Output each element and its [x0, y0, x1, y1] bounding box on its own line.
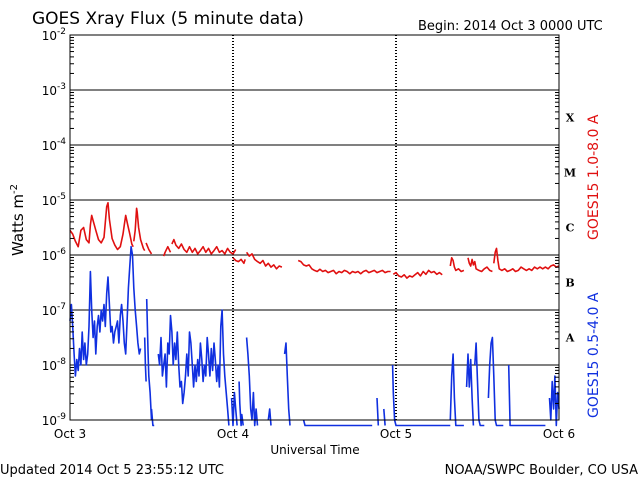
- series-line-segment: [467, 257, 493, 273]
- y-tick-base: 10: [42, 29, 57, 43]
- series-line-segment: [283, 342, 291, 426]
- begin-label: Begin: 2014 Oct 3 0000 UTC: [418, 19, 603, 34]
- chart-title: GOES Xray Flux (5 minute data): [32, 9, 304, 29]
- flare-class-c: C: [566, 222, 575, 235]
- series-line-segment: [145, 298, 153, 421]
- y-tick-label: 10-3: [42, 82, 66, 98]
- flare-class-b: B: [565, 277, 574, 290]
- series-line-segment: [487, 336, 504, 427]
- y-axis-label-main: Watts m: [9, 194, 27, 256]
- series-line-segment: [465, 353, 475, 426]
- x-tick-label: Oct 5: [380, 427, 412, 441]
- series-line-segment: [474, 342, 485, 427]
- y-axis-ticks: 10-210-310-410-510-610-710-810-9: [42, 27, 559, 428]
- flare-class-m: M: [564, 167, 576, 180]
- y-tick-exponent: -3: [57, 82, 66, 92]
- y-tick-exponent: -8: [57, 357, 66, 367]
- series-line-segment: [245, 337, 259, 427]
- series-line-segment: [171, 238, 237, 255]
- legend-long-wavelength: GOES15 1.0-8.0 A: [586, 114, 602, 240]
- series-line-segment: [245, 251, 283, 270]
- series-line-segment: [162, 245, 172, 257]
- y-tick-label: 10-2: [42, 27, 66, 43]
- flare-class-a: A: [565, 332, 575, 345]
- y-tick-label: 10-8: [42, 357, 67, 373]
- y-tick-base: 10: [42, 359, 57, 373]
- series-line-segment: [232, 257, 246, 265]
- x-tick-label: Oct 3: [54, 427, 86, 441]
- y-tick-label: 10-5: [42, 192, 66, 208]
- series-line-segment: [383, 408, 386, 426]
- flare-class-x: X: [566, 112, 575, 125]
- y-axis-label: Watts m-2: [9, 184, 27, 256]
- series-line-segment: [493, 247, 560, 273]
- y-tick-base: 10: [42, 84, 57, 98]
- legend-short-wavelength: GOES15 0.5-4.0 A: [586, 292, 602, 418]
- series-short-wavelength: [69, 245, 560, 427]
- y-tick-label: 10-6: [42, 247, 67, 263]
- y-axis-label-exponent: -2: [9, 184, 20, 194]
- series-line-segment: [267, 408, 272, 426]
- y-tick-exponent: -5: [57, 192, 66, 202]
- y-tick-exponent: -4: [57, 137, 66, 147]
- series-line-segment: [133, 207, 146, 252]
- series-line-segment: [150, 408, 155, 427]
- series-line-segment: [69, 202, 134, 251]
- y-tick-base: 10: [42, 194, 57, 208]
- vertical-gridlines: [232, 35, 397, 420]
- series-line-segment: [143, 337, 147, 382]
- x-axis-label: Universal Time: [270, 443, 359, 457]
- source-label: NOAA/SWPC Boulder, CO USA: [445, 463, 638, 478]
- y-tick-base: 10: [42, 304, 57, 318]
- series-line-segment: [230, 391, 238, 427]
- y-tick-label: 10-7: [42, 302, 66, 318]
- series-line-segment: [391, 364, 451, 427]
- y-tick-exponent: -7: [57, 302, 66, 312]
- series-line-segment: [548, 375, 560, 427]
- series-line-segment: [145, 242, 153, 255]
- series-line-segment: [449, 353, 464, 427]
- series-line-segment: [69, 245, 142, 377]
- y-tick-label: 10-9: [42, 412, 67, 428]
- series-line-segment: [376, 397, 380, 426]
- series-long-wavelength: [69, 202, 560, 279]
- y-tick-base: 10: [42, 414, 57, 428]
- y-tick-base: 10: [42, 249, 57, 263]
- horizontal-gridlines: [70, 34, 559, 421]
- x-tick-label: Oct 6: [543, 427, 575, 441]
- plot-frame: [69, 34, 560, 421]
- x-tick-label: Oct 4: [217, 427, 249, 441]
- flare-class-labels: X M C B A: [564, 112, 576, 345]
- series-line-segment: [507, 364, 546, 427]
- series-line-segment: [449, 256, 465, 273]
- series-line-segment: [302, 419, 373, 427]
- y-tick-base: 10: [42, 139, 57, 153]
- series-line-segment: [157, 309, 230, 426]
- y-tick-exponent: -2: [57, 27, 66, 37]
- series-line-segment: [297, 259, 391, 275]
- series-line-segment: [238, 381, 244, 427]
- y-tick-exponent: -6: [57, 247, 66, 257]
- x-axis-ticks: Oct 3 Oct 4 Oct 5 Oct 6: [54, 427, 575, 441]
- y-tick-label: 10-4: [42, 137, 67, 153]
- updated-label: Updated 2014 Oct 5 23:55:12 UTC: [0, 463, 224, 478]
- series-line-segment: [392, 269, 443, 279]
- y-tick-exponent: -9: [57, 412, 66, 422]
